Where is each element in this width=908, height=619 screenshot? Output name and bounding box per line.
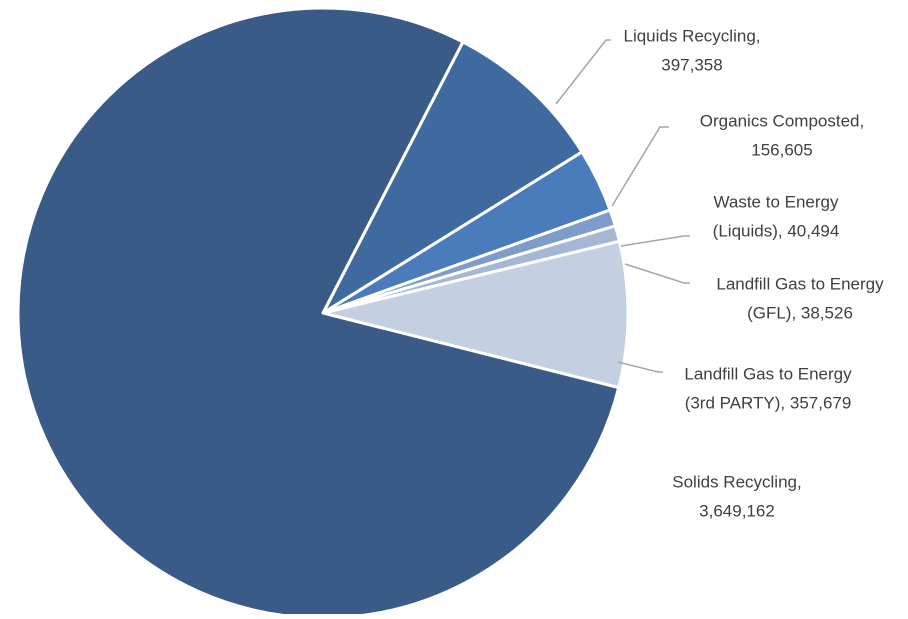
- pie-slice-solids-recycling: [16, 6, 621, 619]
- data-label-liquids-recycling-line-1: Liquids Recycling,: [623, 26, 760, 45]
- data-label-liquids-recycling-line-2: 397,358: [661, 55, 722, 74]
- data-labels-layer: Liquids Recycling, 397,358 Organics Compos…: [623, 26, 884, 520]
- pie-slice-liquids-recycling: [321, 40, 584, 315]
- pie-slice-landfill-gas-to-energy-3rd-party: [321, 239, 630, 390]
- data-label-landfill-gas-to-energy-gfl-line-2: (GFL), 38,526: [747, 303, 853, 322]
- data-label-landfill-gas-to-energy-3rd-party-line-1: Landfill Gas to Energy: [684, 364, 852, 383]
- data-label-landfill-gas-to-energy-gfl-line-1: Landfill Gas to Energy: [716, 274, 884, 293]
- leader-line-waste-to-energy-liquids: [620, 235, 690, 247]
- data-label-waste-to-energy-liquids-line-2: (Liquids), 40,494: [713, 221, 840, 240]
- leader-line-landfill-gas-to-energy-gfl: [624, 263, 690, 284]
- leader-line-liquids-recycling: [555, 39, 611, 105]
- data-label-organics-composted-line-1: Organics Composted,: [700, 111, 864, 130]
- data-label-solids-recycling-line-1: Solids Recycling,: [672, 472, 801, 491]
- slices-layer: [16, 6, 630, 619]
- leader-lines-layer: [555, 39, 690, 373]
- data-label-waste-to-energy-liquids-line-1: Waste to Energy: [713, 192, 839, 211]
- data-label-solids-recycling-line-2: 3,649,162: [699, 501, 775, 520]
- data-label-organics-composted-line-2: 156,605: [751, 140, 812, 159]
- leader-line-landfill-gas-to-energy-3rd-party: [617, 361, 663, 373]
- leader-line-organics-composted: [611, 126, 669, 207]
- data-label-landfill-gas-to-energy-3rd-party-line-2: (3rd PARTY), 357,679: [685, 393, 852, 412]
